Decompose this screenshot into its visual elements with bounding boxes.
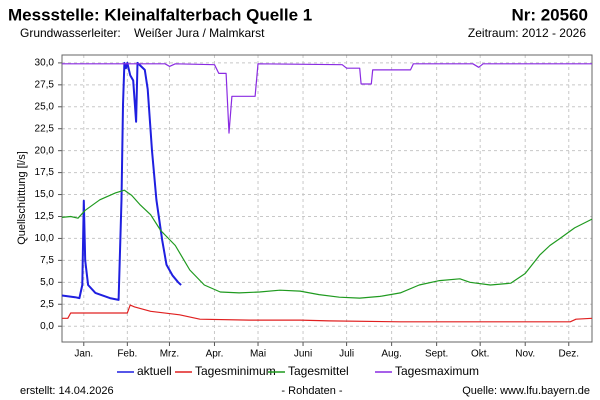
- x-tick-label: Aug.: [381, 349, 402, 360]
- legend-label: aktuell: [137, 364, 172, 378]
- y-tick-label: 0,0: [40, 321, 54, 332]
- y-tick-label: 25,0: [35, 101, 55, 112]
- y-tick-label: 27,5: [35, 79, 55, 90]
- legend-label: Tagesmittel: [288, 364, 349, 378]
- x-tick-label: Sept.: [425, 349, 448, 360]
- legend-label: Tagesminimum: [195, 364, 276, 378]
- x-tick-label: Feb.: [117, 349, 137, 360]
- y-tick-label: 22,5: [35, 123, 55, 134]
- series-line: [62, 63, 592, 134]
- series-line: [61, 61, 182, 301]
- x-tick-label: Jan.: [74, 349, 93, 360]
- aquifer-label: Grundwasserleiter:: [20, 26, 121, 40]
- created: erstellt: 14.04.2026: [20, 385, 114, 397]
- aquifer: Weißer Jura / Malmkarst: [134, 26, 265, 40]
- legend-label: Tagesmaximum: [395, 364, 479, 378]
- y-axis-label: Quellschüttung [l/s]: [16, 151, 28, 245]
- y-tick-label: 17,5: [35, 167, 55, 178]
- x-tick-label: Nov.: [515, 349, 535, 360]
- station-number: Nr: 20560: [511, 5, 588, 24]
- x-tick-label: Mai: [250, 349, 266, 360]
- x-tick-label: Juni: [294, 349, 312, 360]
- y-tick-label: 2,5: [40, 299, 54, 310]
- period: Zeitraum: 2012 - 2026: [468, 26, 586, 40]
- x-tick-label: Okt.: [471, 349, 489, 360]
- plot-frame: [61, 54, 593, 343]
- x-tick-label: Apr.: [206, 349, 224, 360]
- y-tick-label: 12,5: [35, 211, 55, 222]
- y-tick-label: 5,0: [40, 277, 54, 288]
- x-tick-label: Mrz.: [160, 349, 179, 360]
- x-tick-label: Dez.: [558, 349, 579, 360]
- chart-title: Messstelle: Kleinalfalterbach Quelle 1: [8, 5, 312, 24]
- y-tick-label: 20,0: [35, 145, 55, 156]
- note: - Rohdaten -: [281, 385, 342, 397]
- series-line: [62, 304, 593, 323]
- series-line: [61, 189, 593, 299]
- source: Quelle: www.lfu.bayern.de: [462, 385, 590, 397]
- x-tick-label: Juli: [339, 349, 354, 360]
- y-tick-label: 30,0: [35, 58, 55, 69]
- y-tick-label: 10,0: [35, 233, 55, 244]
- y-tick-label: 15,0: [35, 189, 55, 200]
- y-tick-label: 7,5: [40, 255, 54, 266]
